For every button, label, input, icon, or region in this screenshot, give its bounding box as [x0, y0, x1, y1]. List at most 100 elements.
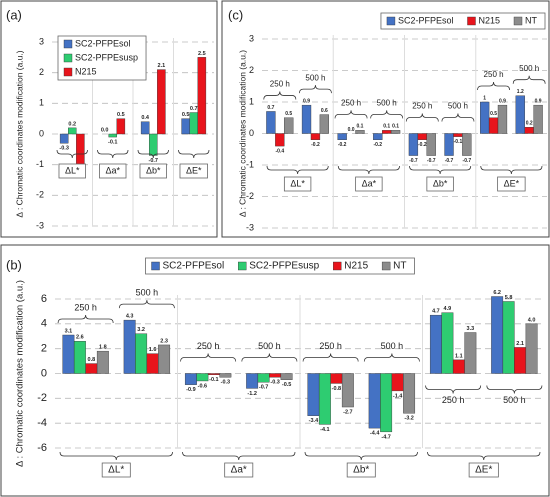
subgroup-brace: [299, 85, 332, 94]
value-label: 2.3: [160, 338, 168, 344]
subgroup-label: 250 h: [319, 341, 342, 351]
legend-box: [57, 35, 147, 81]
bar: [301, 104, 312, 134]
bar: [408, 133, 419, 156]
bar: [269, 373, 282, 378]
y-tick-label: -4: [37, 417, 47, 429]
bar: [390, 130, 401, 134]
bar: [257, 373, 270, 383]
category-box: [468, 462, 499, 478]
legend-swatch: [467, 16, 476, 26]
value-label: -0.3: [221, 380, 230, 386]
value-label: 0.1: [383, 124, 390, 130]
y-tick-label: 0: [39, 128, 44, 138]
category-box: [497, 176, 526, 192]
bar: [514, 347, 527, 374]
y-tick-label: 6: [41, 293, 47, 305]
bar: [337, 133, 347, 141]
subgroup-brace: [334, 110, 368, 119]
bar: [181, 118, 190, 135]
category-box: [224, 462, 254, 478]
category-brace: [266, 165, 329, 175]
y-tick-label: 1: [39, 98, 44, 108]
legend-label: SC2-PFPEsol: [75, 38, 131, 48]
bar: [284, 117, 294, 134]
bar: [453, 133, 463, 137]
bar: [157, 69, 166, 135]
value-label: 3.1: [65, 328, 73, 334]
legend-label: SC2-PFPEsol: [398, 15, 454, 25]
value-label: 3.3: [467, 326, 475, 332]
category-brace: [427, 451, 541, 461]
panel-label: (c): [228, 7, 243, 22]
bar: [196, 373, 209, 382]
bar: [382, 130, 392, 134]
y-tick-label: 2: [249, 65, 254, 75]
panel-label: (a): [6, 7, 22, 22]
value-label: -0.2: [311, 142, 320, 148]
value-label: 0.4: [141, 115, 150, 121]
category-brace: [97, 149, 129, 159]
value-label: -0.1: [108, 140, 117, 146]
value-label: 0.7: [190, 106, 198, 112]
category-brace: [480, 165, 543, 175]
category-brace: [337, 165, 400, 175]
value-label: -0.1: [454, 139, 463, 145]
subgroup-label: 500 h: [136, 287, 159, 297]
bar: [275, 133, 285, 147]
bar: [310, 133, 321, 141]
value-label: 6.2: [493, 290, 501, 296]
y-tick-label: 0: [249, 128, 254, 138]
bar: [67, 127, 77, 135]
value-label: -0.2: [373, 142, 382, 148]
value-label: 0.1: [356, 124, 363, 130]
value-label: 1: [483, 95, 486, 101]
legend-swatch: [63, 39, 73, 49]
bar: [59, 133, 69, 144]
subgroup-brace: [512, 75, 546, 84]
bar: [330, 373, 343, 384]
value-label: -2.7: [343, 409, 352, 415]
y-tick-label: 4: [41, 318, 47, 330]
value-label: -0.7: [409, 158, 418, 164]
category-box: [179, 163, 208, 179]
subgroup-brace: [180, 353, 237, 362]
value-label: -0.7: [427, 158, 436, 164]
bar: [123, 319, 136, 374]
subgroup-label: 250 h: [341, 98, 361, 107]
value-label: -0.4: [276, 148, 285, 154]
value-label: 0.2: [68, 121, 76, 127]
value-label: -0.6: [198, 383, 207, 389]
bar: [135, 333, 148, 374]
value-label: 1.6: [149, 347, 157, 353]
bar: [380, 373, 393, 433]
y-tick-label: 2: [39, 67, 44, 77]
y-tick-label: 3: [249, 33, 254, 43]
legend-swatch: [513, 16, 523, 26]
category-box: [101, 462, 131, 478]
bar: [197, 57, 207, 135]
subgroup-brace: [405, 113, 439, 122]
bar: [355, 130, 365, 134]
bar: [524, 126, 534, 134]
value-label: 3.2: [137, 327, 145, 333]
x-tick-label: ΔE*: [504, 178, 520, 188]
legend-swatch: [63, 67, 73, 77]
legend-swatch: [151, 261, 160, 271]
bar: [452, 359, 465, 374]
legend-box: [145, 257, 415, 275]
x-tick-label: Δa*: [105, 165, 120, 175]
value-label: 0.5: [182, 112, 190, 118]
value-label: 0.1: [392, 124, 399, 130]
bar: [525, 323, 538, 374]
subgroup-label: 500 h: [305, 73, 325, 82]
value-label: -0.2: [338, 142, 347, 148]
value-label: -0.2: [418, 142, 427, 148]
x-tick-label: ΔL*: [108, 465, 124, 476]
legend-label: SC2-PFPEsusp: [75, 52, 138, 62]
bar: [444, 133, 454, 156]
bar: [462, 133, 472, 156]
value-label: 0.8: [88, 357, 96, 363]
value-label: 4.3: [126, 314, 134, 320]
subgroup-label: 250 h: [484, 70, 504, 79]
